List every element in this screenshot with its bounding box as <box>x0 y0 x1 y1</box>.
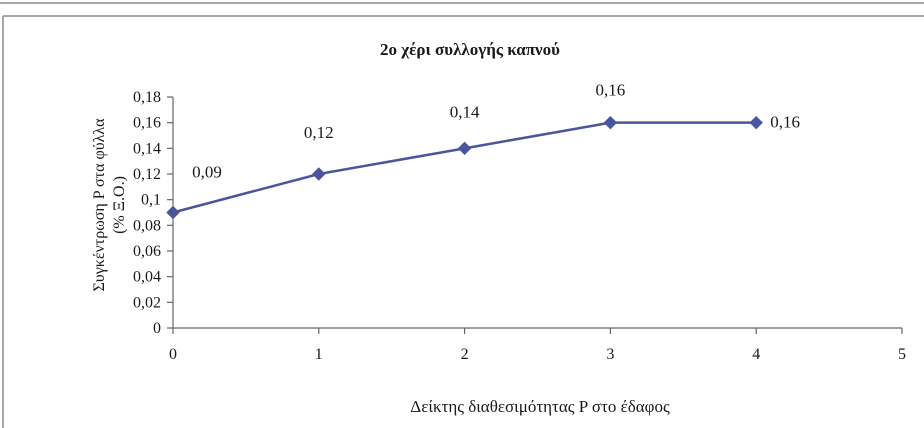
x-tick-label: 2 <box>461 346 469 363</box>
data-label: 0,16 <box>770 113 800 132</box>
y-tick-label: 0,08 <box>133 217 161 234</box>
data-point-marker <box>603 115 618 130</box>
y-tick-label: 0,1 <box>141 192 161 209</box>
data-label: 0,12 <box>304 123 334 142</box>
x-axis-title: Δείκτης διαθεσιμότητας P στο έδαφος <box>410 397 670 416</box>
data-point-marker <box>749 115 763 130</box>
x-tick-label: 3 <box>606 346 614 363</box>
data-point-marker <box>312 167 326 181</box>
x-tick-label: 0 <box>169 346 177 363</box>
x-tick-label: 5 <box>898 346 906 363</box>
x-tick-label: 4 <box>752 346 760 363</box>
chart-title: 2ο χέρι συλλογής καπνού <box>380 40 560 59</box>
data-point-marker <box>166 205 180 220</box>
data-label: 0,14 <box>450 102 480 121</box>
y-axis-title: Συγκέντρωση P στα φύλλα (% Ξ.Ο.) <box>91 118 128 292</box>
y-tick-label: 0 <box>153 320 161 337</box>
y-tick-label: 0,16 <box>133 115 161 132</box>
y-ticks: 0 0,02 0,04 0,06 0,08 0,1 0,12 0,14 0,16 0,18 <box>133 89 173 337</box>
data-label: 0,16 <box>596 81 626 100</box>
data-point-marker <box>457 141 472 156</box>
y-tick-label: 0,02 <box>133 294 161 311</box>
series-group <box>166 115 763 220</box>
series-line <box>172 121 757 214</box>
y-tick-label: 0,12 <box>133 166 161 183</box>
y-tick-label: 0,18 <box>133 89 161 106</box>
y-axis-title-line1: Συγκέντρωση P στα φύλλα <box>91 118 108 292</box>
data-labels: 0,09 0,12 0,14 0,16 0,16 <box>192 81 800 182</box>
y-axis-title-line2: (% Ξ.Ο.) <box>111 176 128 234</box>
y-tick-label: 0,06 <box>133 243 161 260</box>
x-ticks: 0 1 2 3 4 5 <box>169 328 906 363</box>
y-tick-label: 0,14 <box>133 140 161 157</box>
data-label: 0,09 <box>192 163 222 182</box>
x-tick-label: 1 <box>315 346 323 363</box>
y-tick-label: 0,04 <box>133 269 161 286</box>
